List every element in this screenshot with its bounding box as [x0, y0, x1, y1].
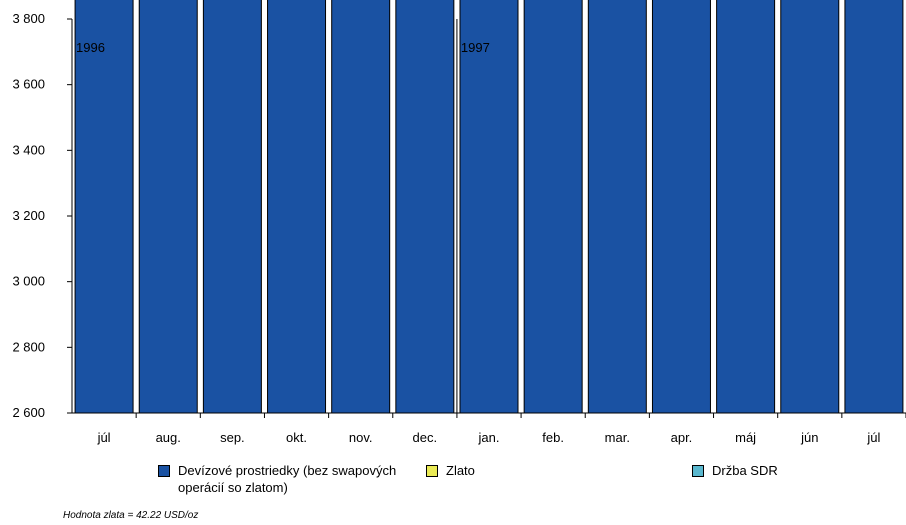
bar-segment-series-0	[844, 0, 904, 414]
y-tick-label: 2 600	[12, 405, 45, 420]
y-tick-label: 2 800	[12, 339, 45, 354]
legend-swatch-foreign-exchange	[158, 465, 170, 477]
stacked-bar-chart: 2 600 2 800 3 000 3 200 3 400 3 600 3 800 júl au…	[12, 0, 906, 445]
legend-label-line2: operácií so zlatom)	[178, 480, 288, 495]
legend-swatch-sdr	[692, 465, 704, 477]
legend-label-gold: Zlato	[446, 463, 475, 478]
x-tick-label: júl	[97, 430, 111, 445]
y-tick-label: 3 000	[12, 274, 45, 289]
year-label: 1996	[76, 40, 105, 55]
bar-segment-series-0	[459, 0, 519, 414]
bar-segment-series-0	[716, 0, 776, 414]
x-tick-label: júl	[866, 430, 880, 445]
legend-label-sdr: Držba SDR	[712, 463, 778, 478]
y-tick-label: 3 200	[12, 208, 45, 223]
x-tick-label: jún	[800, 430, 818, 445]
bar-segment-series-0	[267, 0, 327, 414]
x-tick-label: nov.	[349, 430, 373, 445]
bar-segment-series-0	[202, 0, 262, 414]
x-tick-label: máj	[735, 430, 756, 445]
x-tick-label: feb.	[542, 430, 564, 445]
bar-segment-series-0	[138, 0, 198, 414]
x-tick-label: mar.	[605, 430, 630, 445]
legend-label-line1: Devízové prostriedky (bez swapových	[178, 463, 397, 478]
bar-segment-series-0	[780, 0, 840, 414]
x-tick-label: sep.	[220, 430, 245, 445]
x-tick-label: apr.	[671, 430, 693, 445]
bar-segment-series-0	[331, 0, 391, 414]
x-tick-label: dec.	[413, 430, 438, 445]
x-tick-label: jan.	[478, 430, 500, 445]
y-tick-label: 3 400	[12, 142, 45, 157]
bar-segment-series-0	[74, 0, 134, 414]
legend-label-foreign-exchange: Devízové prostriedky (bez swapových oper…	[178, 462, 396, 496]
year-label: 1997	[461, 40, 490, 55]
legend-swatch-gold	[426, 465, 438, 477]
bar-segment-series-0	[651, 0, 711, 414]
bar-segment-series-0	[587, 0, 647, 414]
bar-segment-series-0	[395, 0, 455, 414]
x-tick-label: aug.	[156, 430, 181, 445]
y-tick-label: 3 800	[12, 11, 45, 26]
footnote: Hodnota zlata = 42.22 USD/oz	[63, 510, 199, 521]
bar-segment-series-0	[523, 0, 583, 414]
y-tick-label: 3 600	[12, 77, 45, 92]
x-tick-label: okt.	[286, 430, 307, 445]
